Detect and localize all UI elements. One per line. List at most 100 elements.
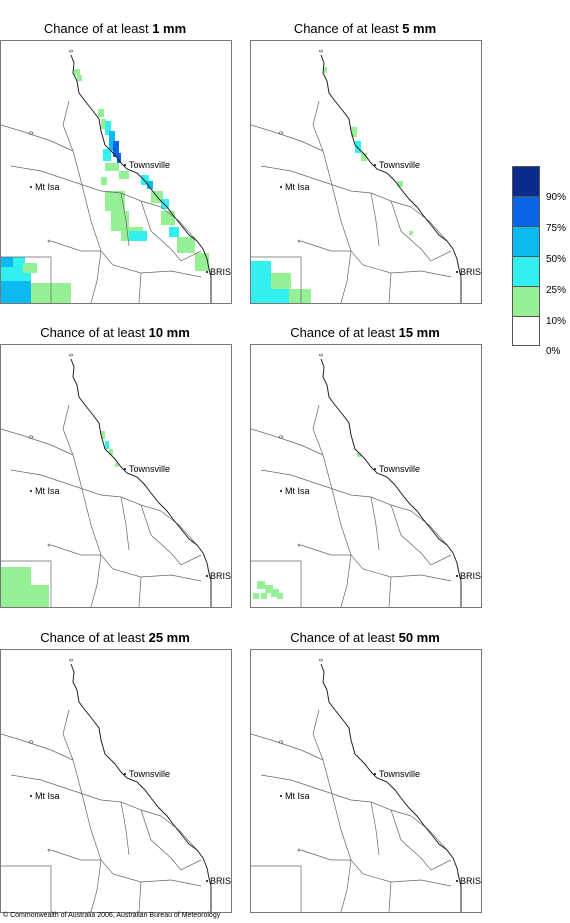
townsville-label: Townsville [129, 769, 170, 779]
brisbane-label: BRIS [460, 571, 481, 581]
brisbane-label: BRIS [210, 571, 231, 581]
district-boundary [370, 192, 380, 247]
district-boundary [120, 801, 130, 856]
district-boundary [72, 454, 202, 582]
coastline [70, 358, 212, 607]
probability-cell [195, 253, 209, 271]
district-boundary [138, 576, 142, 607]
probability-cell [265, 585, 273, 593]
legend-swatch-25 [512, 256, 540, 286]
district-boundary [140, 504, 172, 554]
district-boundary [390, 809, 422, 859]
district-boundary [322, 759, 452, 887]
district-boundary [370, 496, 380, 551]
probability-cell [323, 67, 327, 73]
coastline [70, 663, 212, 912]
brisbane-label: BRIS [210, 876, 231, 886]
district-boundary [50, 240, 101, 252]
district-boundary [340, 250, 352, 303]
panel-title-5mm: Chance of at least 5 mm [293, 21, 437, 36]
district-boundary [312, 100, 324, 152]
district-boundary [1, 865, 52, 912]
district-boundary [50, 544, 101, 556]
mt-isa-label: Mt Isa [35, 791, 60, 801]
legend-colorbar [512, 166, 540, 346]
probability-cell [177, 237, 195, 253]
mt-isa-marker [280, 795, 282, 797]
brisbane-marker [456, 575, 458, 577]
probability-cell [119, 171, 129, 179]
district-boundary [388, 881, 392, 912]
legend-swatch-75 [512, 196, 540, 226]
district-boundary [170, 552, 202, 566]
district-boundary [170, 857, 202, 871]
brisbane-marker [456, 880, 458, 882]
district-boundary [420, 552, 452, 566]
district-boundary [312, 709, 324, 761]
probability-cell [74, 69, 80, 75]
probability-cell [105, 163, 119, 171]
probability-cell [113, 141, 119, 157]
district-boundary [322, 150, 452, 278]
probability-cell [169, 227, 179, 237]
district-boundary [62, 404, 74, 456]
district-boundary [251, 428, 324, 456]
island [319, 49, 323, 53]
island [319, 658, 323, 662]
island [47, 543, 51, 547]
probability-cell [109, 449, 113, 455]
district-boundary [340, 859, 352, 912]
probability-cell [251, 261, 271, 303]
townsville-label: Townsville [379, 160, 420, 170]
townsville-marker [374, 164, 376, 166]
district-boundary [300, 240, 351, 252]
island [297, 239, 301, 243]
district-boundary [388, 272, 392, 303]
island [297, 543, 301, 547]
mt-isa-marker [280, 186, 282, 188]
probability-cell [115, 463, 119, 467]
island [47, 239, 51, 243]
probability-cell [141, 175, 149, 185]
probability-cell [111, 211, 129, 231]
legend-label-0: 0% [546, 346, 561, 357]
panel-title-25mm: Chance of at least 25 mm [40, 630, 190, 645]
probability-cell [117, 153, 121, 163]
map-panel-15mm: Townsville Mt Isa BRIS [250, 344, 482, 608]
legend-swatch-50 [512, 226, 540, 256]
mt-isa-label: Mt Isa [285, 182, 310, 192]
probability-cell [98, 109, 104, 117]
district-boundary [251, 256, 302, 303]
district-boundary [251, 733, 324, 761]
copyright-notice: © Commonwealth of Australia 2006, Austra… [3, 912, 221, 919]
mt-isa-marker [30, 795, 32, 797]
probability-cell [271, 289, 289, 303]
brisbane-label: BRIS [210, 267, 231, 277]
map-panel-10mm: Townsville Mt Isa BRIS [0, 344, 232, 608]
probability-cell [13, 257, 25, 267]
coastline [320, 358, 462, 607]
district-boundary [312, 404, 324, 456]
island [69, 49, 73, 53]
district-boundary [140, 200, 172, 250]
probability-cell [357, 453, 361, 457]
probability-cell [31, 585, 49, 607]
district-boundary [420, 248, 452, 262]
probability-cell [101, 119, 106, 129]
legend-swatch-0 [512, 316, 540, 346]
island [278, 740, 284, 744]
district-boundary [62, 100, 74, 152]
island [47, 848, 51, 852]
district-boundary [140, 809, 172, 859]
district-boundary [300, 544, 351, 556]
district-boundary [410, 510, 448, 546]
probability-cell [355, 141, 361, 153]
island [69, 658, 73, 662]
probability-cell [253, 593, 259, 599]
probability-cell [101, 431, 105, 439]
probability-cell [257, 581, 265, 589]
probability-cell [1, 567, 31, 607]
map-panel-1mm: Townsville Mt Isa BRIS [0, 40, 232, 304]
district-boundary [1, 560, 52, 607]
probability-cell [105, 121, 111, 135]
